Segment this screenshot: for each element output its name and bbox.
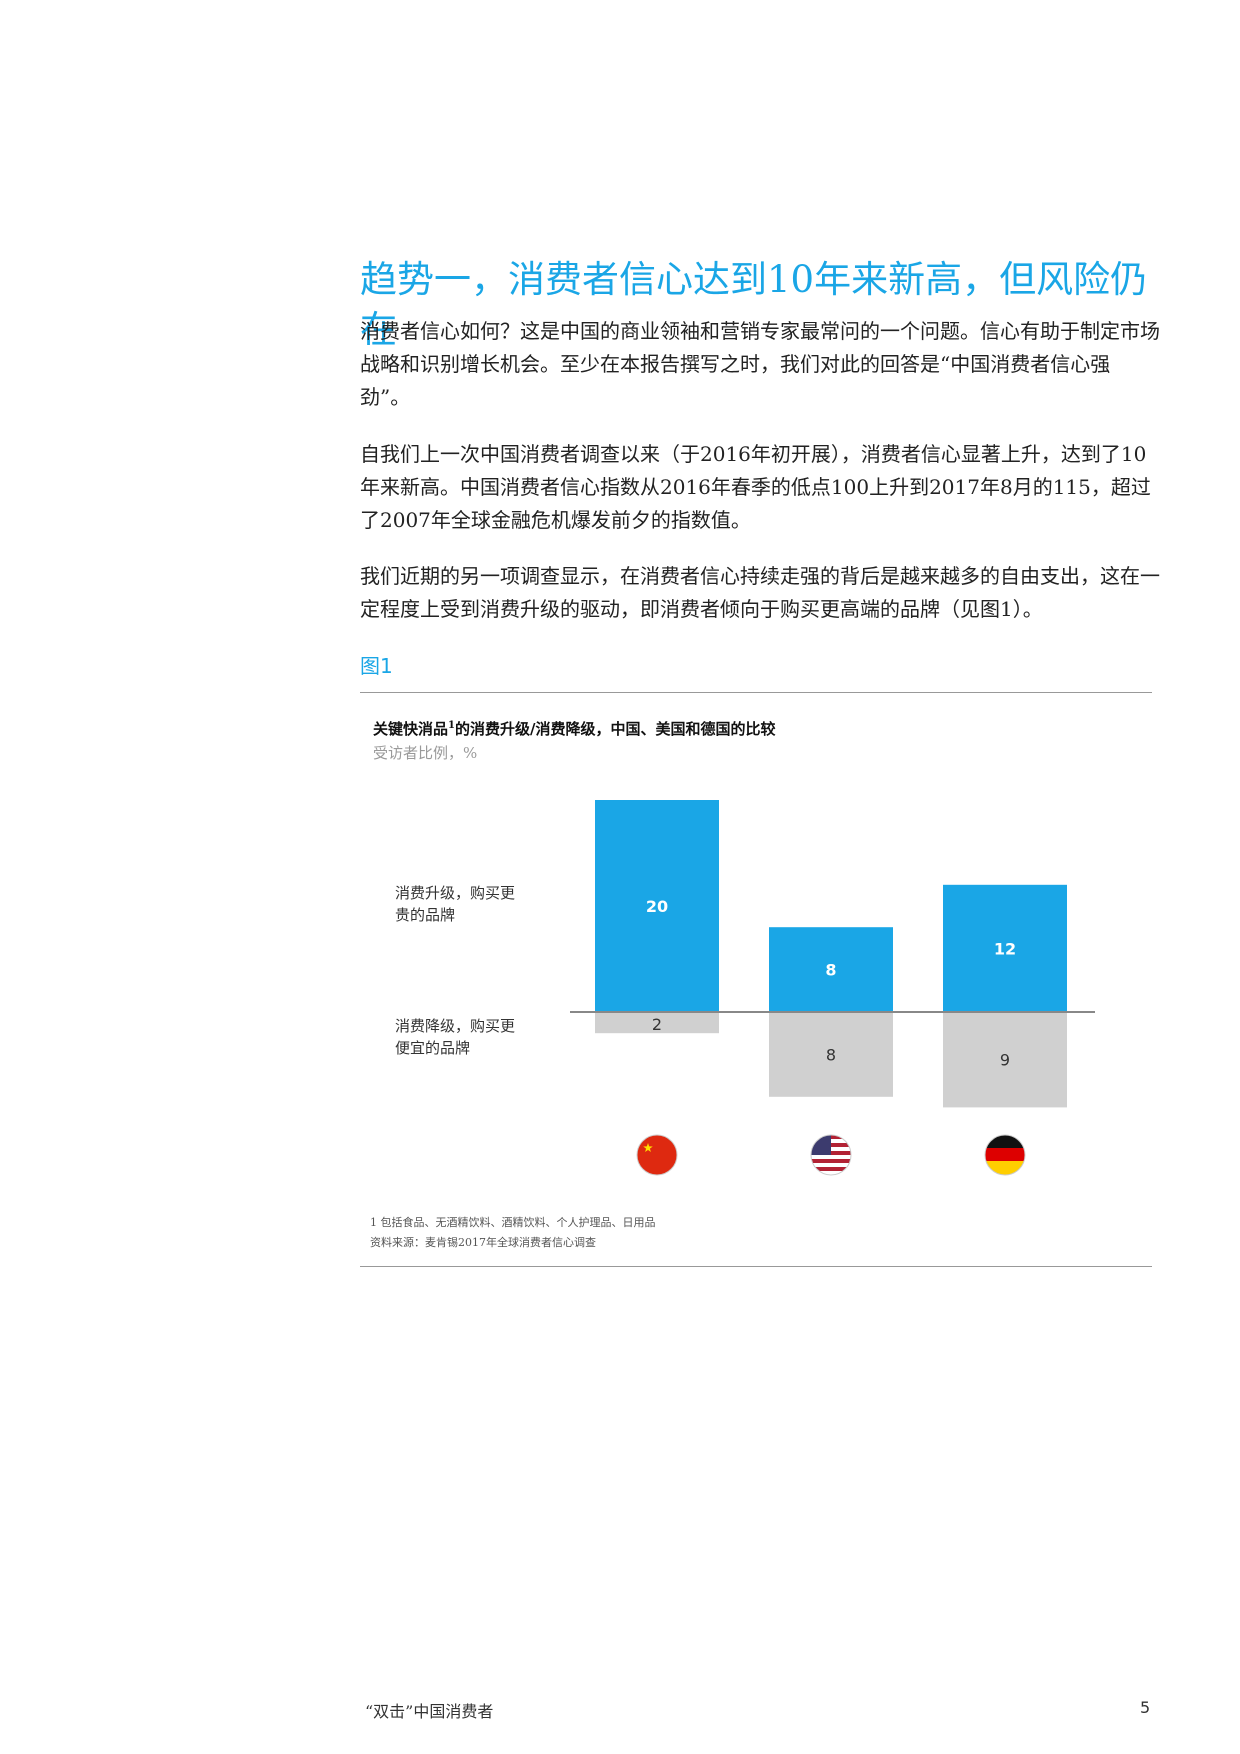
germany-flag-icon [985, 1135, 1025, 1175]
flag-ring-2 [984, 1134, 1026, 1176]
data-label-downgrade-2: 9 [1000, 1051, 1010, 1070]
bar-downgrade-2 [943, 1012, 1067, 1108]
figure-label: 图1 [360, 654, 393, 678]
paragraph-3: 我们近期的另一项调查显示，在消费者信心持续走强的背后是越来越多的自由支出，这在一… [360, 564, 1160, 621]
upgrade-label: 消费升级，购买更 贵的品牌 [395, 884, 516, 924]
china-flag-icon [637, 1135, 677, 1175]
footer-title: “双击”中国消费者 [365, 1702, 494, 1721]
data-label-downgrade-1: 8 [826, 1045, 836, 1064]
bar-upgrade-1 [769, 927, 893, 1012]
data-label-upgrade-2: 12 [994, 939, 1016, 958]
data-label-upgrade-1: 8 [825, 961, 836, 980]
section-heading: 趋势一，消费者信心达到10年来新高，但风险仍在 [360, 258, 1148, 351]
chart-subtitle: 受访者比例，% [373, 744, 478, 762]
footnote-1: 1 包括食品、无酒精饮料、酒精饮料、个人护理品、日用品 [370, 1216, 656, 1229]
figure-top-rule [360, 692, 1152, 693]
flag-ring-1 [810, 1134, 852, 1176]
paragraph-2: 自我们上一次中国消费者调查以来（于2016年初开展），消费者信心显著上升，达到了… [360, 442, 1151, 532]
downgrade-label: 消费降级，购买更 便宜的品牌 [395, 1017, 516, 1057]
bar-downgrade-0 [595, 1012, 719, 1034]
data-label-upgrade-0: 20 [646, 897, 668, 916]
bar-downgrade-1 [769, 1012, 893, 1097]
footnote-source: 资料来源：麦肯锡2017年全球消费者信心调查 [370, 1236, 596, 1249]
page-number: 5 [1140, 1698, 1151, 1717]
bar-upgrade-2 [943, 884, 1067, 1012]
paragraph-1: 消费者信心如何？这是中国的商业领袖和营销专家最常问的一个问题。信心有助于制定市场… [360, 319, 1160, 409]
chart-title: 关键快消品1的消费升级/消费降级，中国、美国和德国的比较 [373, 720, 776, 738]
bar-upgrade-0 [595, 800, 719, 1012]
flag-ring-0 [636, 1134, 678, 1176]
bar-chart: 20 2 8 8 12 9 [570, 800, 1095, 1176]
data-label-downgrade-0: 2 [652, 1015, 662, 1034]
figure-bottom-rule [360, 1266, 1152, 1267]
